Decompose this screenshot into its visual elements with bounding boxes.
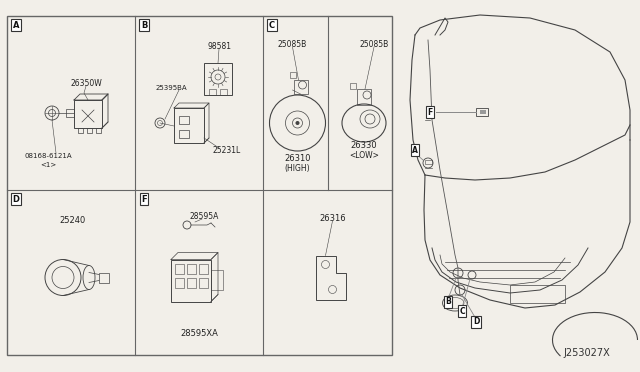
Text: <LOW>: <LOW> <box>349 151 379 160</box>
Text: 26316: 26316 <box>319 214 346 222</box>
Bar <box>357 89 371 105</box>
Bar <box>171 260 211 301</box>
Bar <box>78 128 83 133</box>
Text: 25085B: 25085B <box>278 39 307 48</box>
Bar <box>199 263 208 273</box>
Text: 08168-6121A: 08168-6121A <box>24 153 72 159</box>
Bar <box>350 83 356 89</box>
Bar <box>425 160 432 164</box>
Text: 26350W: 26350W <box>70 78 102 87</box>
Text: (HIGH): (HIGH) <box>285 164 310 173</box>
Bar <box>175 263 184 273</box>
Bar <box>211 269 223 289</box>
Bar <box>74 100 102 128</box>
Text: A: A <box>412 145 418 154</box>
Bar <box>510 285 565 303</box>
Text: 25395BA: 25395BA <box>155 85 187 91</box>
Bar <box>179 130 189 138</box>
Bar <box>174 108 204 143</box>
Bar <box>476 108 488 116</box>
Bar <box>199 278 208 288</box>
Bar <box>209 89 216 95</box>
Text: A: A <box>13 20 19 29</box>
Bar <box>175 278 184 288</box>
Bar <box>289 72 296 78</box>
Text: D: D <box>473 317 479 327</box>
Bar <box>87 128 92 133</box>
Circle shape <box>296 121 300 125</box>
Bar <box>99 273 109 282</box>
Bar <box>96 128 101 133</box>
Text: D: D <box>13 195 19 203</box>
Bar <box>187 263 196 273</box>
Text: 25240: 25240 <box>60 215 86 224</box>
Text: 98581: 98581 <box>207 42 231 51</box>
Text: 25085B: 25085B <box>360 39 388 48</box>
Bar <box>179 116 189 124</box>
Text: F: F <box>428 108 433 116</box>
Text: 26310: 26310 <box>284 154 311 163</box>
Text: 25231L: 25231L <box>213 145 241 154</box>
Text: <1>: <1> <box>40 162 56 168</box>
Bar <box>204 63 232 95</box>
Text: J253027X: J253027X <box>563 348 610 358</box>
Bar <box>294 80 307 94</box>
Text: C: C <box>269 20 275 29</box>
Bar <box>187 278 196 288</box>
Text: B: B <box>445 298 451 307</box>
Text: 28595A: 28595A <box>189 212 219 221</box>
Bar <box>66 109 74 117</box>
Bar <box>220 89 227 95</box>
Bar <box>480 110 486 114</box>
Text: 26330: 26330 <box>351 141 378 150</box>
Text: B: B <box>141 20 147 29</box>
Text: C: C <box>459 307 465 315</box>
Bar <box>7 16 392 355</box>
Text: 28595XA: 28595XA <box>180 328 218 337</box>
Text: F: F <box>141 195 147 203</box>
